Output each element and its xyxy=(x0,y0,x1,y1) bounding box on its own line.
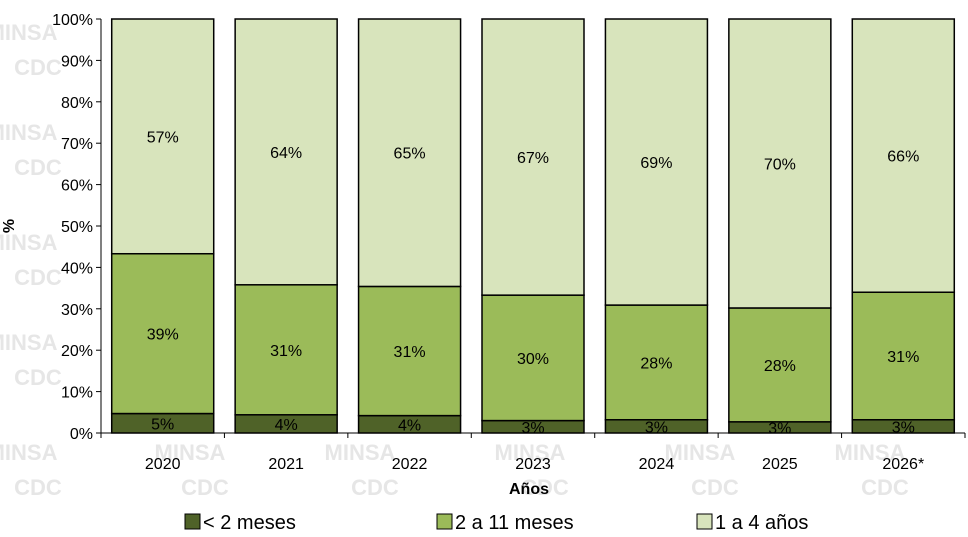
y-tick-label: 70% xyxy=(61,136,93,153)
x-tick-label: 2022 xyxy=(392,456,428,473)
bars-layer xyxy=(110,18,956,434)
data-label: 70% xyxy=(764,156,796,173)
bar-segment xyxy=(481,18,585,296)
data-label: 28% xyxy=(764,358,796,375)
data-labels-layer: 5% 39% 57% 4% 31% 64% 4% 31% 65% 3% 30% 67% 3% 28% 69%… xyxy=(147,129,920,437)
bar-segment xyxy=(357,18,462,288)
data-label: 31% xyxy=(394,344,426,361)
bar-segment xyxy=(357,285,462,417)
data-label: 3% xyxy=(521,420,544,437)
watermark-text: CDC xyxy=(521,475,569,500)
data-label: 30% xyxy=(517,351,549,368)
watermark-text: MINSA xyxy=(665,440,736,465)
watermark-text: MINSA xyxy=(155,440,226,465)
data-label: 39% xyxy=(147,327,179,344)
bar-segment xyxy=(728,18,832,309)
legend-swatch xyxy=(696,513,713,530)
y-tick-label: 90% xyxy=(61,53,93,70)
x-tick-label: 2020 xyxy=(145,456,181,473)
watermark-text: CDC xyxy=(14,155,62,180)
watermark-text: MINSA xyxy=(0,330,58,355)
watermark-text: MINSA xyxy=(835,440,906,465)
data-label: 69% xyxy=(640,155,672,172)
x-tick-label: 2024 xyxy=(639,456,675,473)
watermark-text: CDC xyxy=(861,475,909,500)
watermark-text: CDC xyxy=(351,475,399,500)
legend-label: < 2 meses xyxy=(203,512,296,534)
watermark-text: CDC xyxy=(14,265,62,290)
y-tick-label: 30% xyxy=(61,302,93,319)
x-tick-label: 2023 xyxy=(515,456,551,473)
watermark-text: CDC xyxy=(181,475,229,500)
bar-segment xyxy=(604,18,709,306)
legend-label: 2 a 11 meses xyxy=(455,512,574,534)
watermark-text: MINSA xyxy=(495,440,566,465)
legend-swatch xyxy=(436,513,453,530)
data-label: 4% xyxy=(398,417,421,434)
bar-segment xyxy=(481,294,585,422)
watermark-text: MINSA xyxy=(0,230,58,255)
watermark-layer: MINSA CDC MINSA CDC MINSA CDC MINSA CDC MINSA CDC… xyxy=(0,20,909,500)
x-tick-label: 2026* xyxy=(882,456,924,473)
watermark-text: CDC xyxy=(14,365,62,390)
data-label: 5% xyxy=(151,416,174,433)
y-tick-label: 60% xyxy=(61,178,93,195)
axes-layer: 0% 10% 20% 30% 40% 50% 60% 70% 80% 90% 100% 2020 202… xyxy=(52,12,966,473)
bar-segment xyxy=(851,18,956,293)
data-label: 3% xyxy=(645,419,668,436)
y-tick-label: 100% xyxy=(52,12,93,29)
watermark-text: MINSA xyxy=(0,120,58,145)
watermark-text: CDC xyxy=(14,475,62,500)
data-label: 67% xyxy=(517,150,549,167)
data-label: 31% xyxy=(887,349,919,366)
data-label: 64% xyxy=(270,145,302,162)
legend-label: 1 a 4 años xyxy=(715,512,808,534)
watermark-text: MINSA xyxy=(0,440,58,465)
bar-segment xyxy=(234,284,338,416)
y-tick-label: 20% xyxy=(61,343,93,360)
data-label: 3% xyxy=(892,419,915,436)
bar-segment xyxy=(851,291,956,421)
data-label: 66% xyxy=(887,149,919,166)
bar-segment xyxy=(110,252,215,415)
watermark-text: MINSA xyxy=(0,20,58,45)
legend-swatch xyxy=(184,513,201,530)
bar-segment xyxy=(234,18,338,286)
data-label: 28% xyxy=(640,355,672,372)
data-label: 4% xyxy=(275,417,298,434)
watermark-text: MINSA xyxy=(325,440,396,465)
x-tick-label: 2021 xyxy=(268,456,304,473)
data-label: 65% xyxy=(394,146,426,163)
data-label: 3% xyxy=(768,420,791,437)
y-tick-label: 40% xyxy=(61,260,93,277)
data-label: 31% xyxy=(270,343,302,360)
bar-segment xyxy=(728,307,832,423)
bar-segment xyxy=(110,18,215,255)
x-tick-label: 2025 xyxy=(762,456,798,473)
x-axis-title: Años xyxy=(509,481,549,498)
y-tick-label: 10% xyxy=(61,385,93,402)
watermark-text: CDC xyxy=(14,55,62,80)
y-tick-label: 80% xyxy=(61,95,93,112)
y-tick-label: 0% xyxy=(70,426,93,443)
y-tick-label: 50% xyxy=(61,219,93,236)
legend: < 2 meses 2 a 11 meses 1 a 4 años xyxy=(184,512,808,534)
data-label: 57% xyxy=(147,129,179,146)
y-axis-title: % xyxy=(1,219,18,233)
watermark-text: CDC xyxy=(691,475,739,500)
